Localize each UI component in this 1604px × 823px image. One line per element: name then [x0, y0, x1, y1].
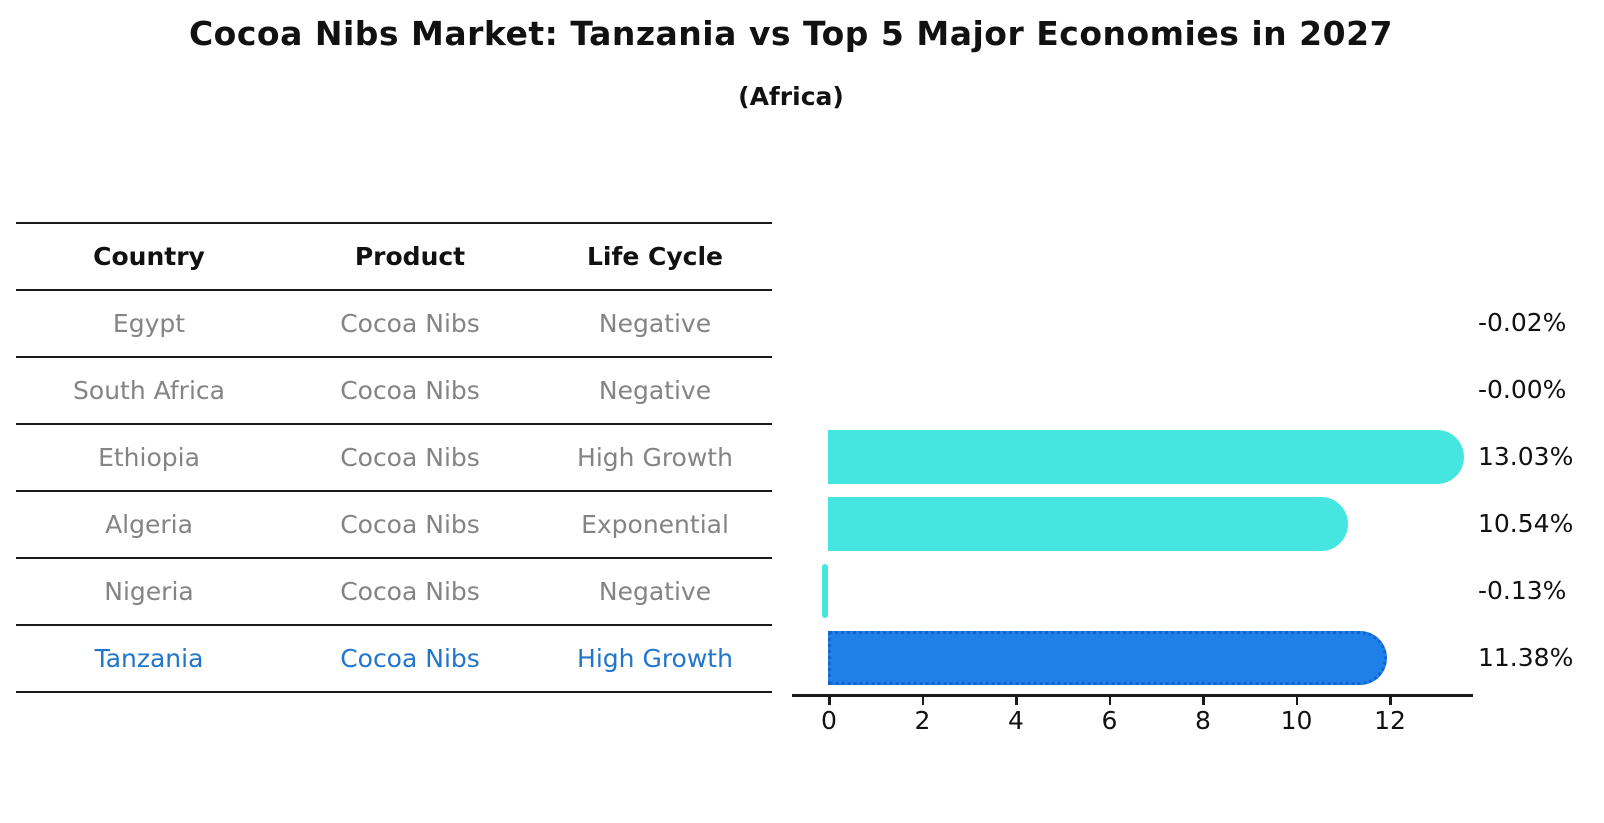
table-cell-country: Egypt — [112, 309, 186, 338]
table-cell-product: Cocoa Nibs — [340, 443, 480, 472]
table-cell-product: Cocoa Nibs — [340, 510, 480, 539]
table-cell-life-cycle: High Growth — [577, 443, 733, 472]
x-axis-tick — [921, 696, 924, 705]
data-table: Country Product Life Cycle Egypt Cocoa Ni… — [16, 222, 772, 693]
x-axis-line — [792, 694, 1473, 697]
table-header-product: Product — [354, 242, 466, 271]
table-cell-life-cycle: Exponential — [581, 510, 729, 539]
bar — [828, 496, 1348, 551]
bar — [821, 563, 828, 618]
table-cell-life-cycle: Negative — [598, 376, 712, 405]
table-cell-country: South Africa — [73, 376, 225, 405]
table-cell-country: Tanzania — [94, 644, 204, 673]
x-axis-tick-label: 0 — [821, 706, 837, 735]
table-header-row: Country Product Life Cycle — [16, 224, 772, 291]
table-header-life-cycle: Life Cycle — [586, 242, 724, 271]
x-axis-tick-label: 2 — [914, 706, 931, 735]
bar-value-label: -0.02% — [1478, 307, 1567, 337]
table-row: Ethiopia Cocoa Nibs High Growth — [16, 425, 772, 492]
bar-value-label: -0.13% — [1478, 575, 1567, 605]
table-row: South Africa Cocoa Nibs Negative — [16, 358, 772, 425]
table-cell-life-cycle: Negative — [598, 577, 712, 606]
table-row: Nigeria Cocoa Nibs Negative — [16, 559, 772, 626]
bar — [828, 429, 1465, 484]
table-cell-country: Ethiopia — [98, 443, 200, 472]
bar-value-label: 11.38% — [1478, 642, 1574, 672]
table-cell-product: Cocoa Nibs — [340, 577, 480, 606]
table-cell-country: Algeria — [105, 510, 193, 539]
table-cell-product: Cocoa Nibs — [340, 376, 480, 405]
bar-value-label: -0.00% — [1478, 374, 1567, 404]
table-header-country: Country — [93, 242, 205, 271]
table-cell-life-cycle: High Growth — [577, 644, 733, 673]
x-axis-tick-label: 12 — [1374, 706, 1406, 735]
table-row: Tanzania Cocoa Nibs High Growth — [16, 626, 772, 693]
x-axis-tick — [828, 696, 831, 705]
table-cell-life-cycle: Negative — [598, 309, 712, 338]
table-cell-country: Nigeria — [104, 577, 194, 606]
x-axis-tick-label: 6 — [1101, 706, 1118, 735]
x-axis-tick-label: 8 — [1195, 706, 1211, 735]
bar-value-label: 13.03% — [1478, 441, 1574, 471]
table-row: Egypt Cocoa Nibs Negative — [16, 291, 772, 358]
x-axis-tick — [1015, 696, 1018, 705]
table-row: Algeria Cocoa Nibs Exponential — [16, 492, 772, 559]
table-cell-product: Cocoa Nibs — [340, 309, 480, 338]
chart-title: Cocoa Nibs Market: Tanzania vs Top 5 Maj… — [188, 14, 1394, 53]
table-cell-product: Cocoa Nibs — [340, 644, 480, 673]
bar-value-label: 10.54% — [1478, 508, 1574, 538]
x-axis-tick-label: 10 — [1280, 706, 1313, 735]
chart-subtitle: (Africa) — [738, 82, 844, 111]
x-axis-tick — [1295, 696, 1298, 705]
x-axis-tick — [1389, 696, 1392, 705]
x-axis-tick — [1108, 696, 1111, 705]
bar-tanzania-highlight — [828, 630, 1387, 685]
x-axis-tick-label: 4 — [1008, 706, 1024, 735]
x-axis-tick — [1202, 696, 1205, 705]
